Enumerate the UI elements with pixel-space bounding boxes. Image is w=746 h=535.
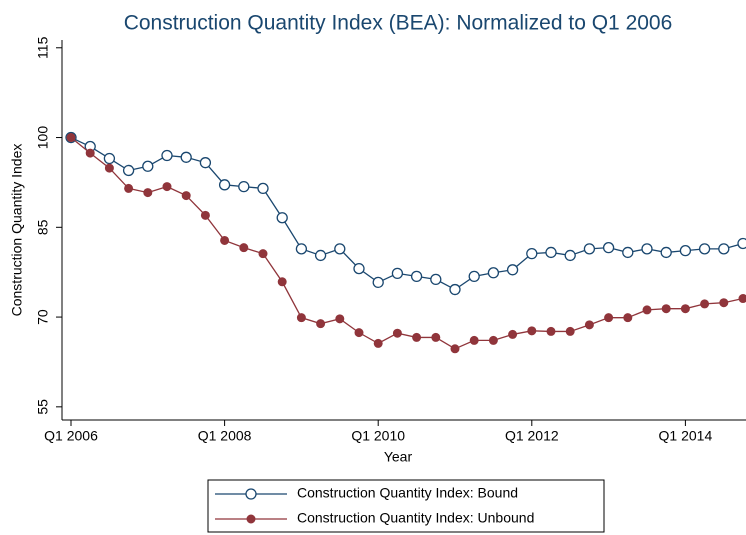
data-point (181, 191, 191, 201)
x-axis-title: Year (384, 449, 413, 465)
data-point (412, 332, 422, 342)
data-point (391, 267, 404, 280)
chart-title: Construction Quantity Index (BEA): Norma… (124, 12, 673, 35)
data-point (276, 212, 288, 224)
data-point (526, 247, 538, 260)
data-point (604, 313, 614, 323)
data-point (431, 332, 441, 342)
data-point (199, 157, 212, 169)
data-point (295, 243, 308, 255)
data-point (218, 179, 231, 191)
data-point (679, 244, 692, 257)
legend (207, 479, 605, 533)
data-point (392, 328, 402, 338)
y-tick-label: 115 (35, 36, 51, 59)
legend-marker (246, 514, 256, 524)
data-point (66, 133, 76, 143)
data-point (296, 313, 306, 323)
y-tick-label: 55 (35, 399, 51, 415)
legend-label: Construction Quantity Index: Bound (297, 485, 518, 501)
data-point (334, 243, 346, 255)
data-point (220, 235, 230, 245)
y-tick-label: 85 (35, 219, 51, 235)
data-point (103, 152, 116, 165)
data-point (641, 243, 653, 255)
data-point (527, 326, 537, 336)
data-point (719, 298, 729, 308)
data-point (584, 320, 594, 330)
data-point (700, 299, 710, 309)
x-tick-label: Q1 2010 (351, 428, 405, 444)
x-tick-label: Q1 2012 (505, 428, 559, 444)
data-point (238, 180, 250, 193)
y-tick-label: 100 (35, 126, 51, 150)
data-point (200, 210, 210, 220)
legend-label: Construction Quantity Index: Unbound (297, 510, 534, 526)
data-point (737, 237, 746, 250)
data-point (180, 151, 192, 163)
data-point (257, 182, 269, 195)
data-point (546, 326, 556, 336)
data-point (738, 294, 746, 304)
legend-marker (245, 488, 257, 500)
x-tick-label: Q1 2008 (198, 428, 252, 444)
data-point (142, 160, 154, 172)
data-point (316, 319, 326, 329)
data-point (661, 304, 671, 314)
data-point (449, 283, 461, 296)
data-point (602, 242, 615, 254)
data-point (488, 335, 498, 345)
data-point (718, 243, 730, 255)
data-point (239, 243, 249, 253)
data-point (161, 149, 173, 162)
data-point (487, 267, 500, 279)
data-point (122, 164, 135, 177)
x-tick-label: Q1 2014 (659, 428, 713, 444)
data-point (508, 329, 518, 339)
data-point (373, 338, 383, 348)
data-point (680, 304, 690, 314)
data-point (545, 246, 557, 259)
data-point (372, 276, 384, 289)
data-point (104, 163, 114, 173)
data-point (468, 270, 480, 283)
data-point (469, 335, 479, 345)
data-point (124, 183, 134, 193)
data-point (353, 262, 365, 275)
data-point (314, 249, 327, 262)
data-point (335, 314, 345, 324)
y-axis-title: Construction Quantity Index (9, 144, 25, 317)
data-point (450, 344, 460, 354)
data-point (564, 249, 576, 262)
data-point (354, 328, 364, 338)
data-point (622, 246, 634, 259)
data-point (642, 305, 652, 315)
x-tick-label: Q1 2006 (44, 428, 98, 444)
data-point (565, 326, 575, 336)
data-point (162, 182, 172, 192)
data-point (506, 264, 519, 276)
data-point (583, 243, 596, 255)
data-point (623, 313, 633, 323)
data-point (277, 277, 287, 287)
data-point (660, 246, 672, 259)
data-point (143, 188, 153, 198)
y-tick-label: 70 (35, 309, 51, 325)
data-point (430, 273, 442, 286)
data-point (698, 243, 711, 255)
data-point (410, 270, 423, 283)
data-point (85, 148, 95, 158)
data-point (258, 249, 268, 259)
